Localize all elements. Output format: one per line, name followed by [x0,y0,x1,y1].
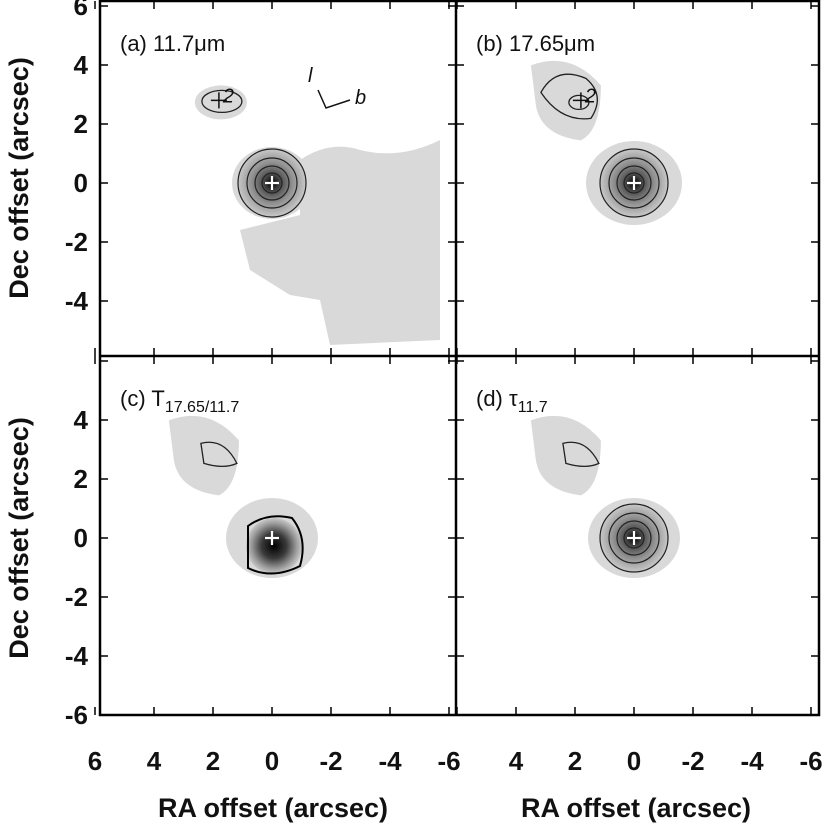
panel-label-b: (b) 17.65μm [476,31,595,56]
panel-b: 2 (b) 17.65μm [476,31,682,225]
source-2-contours [562,441,600,468]
panel-d: (d) τ11.7 [476,386,680,578]
galactic-orientation: lb [308,65,366,109]
panels: 2 (a) 11.7μm 2 (b) 17.65μm (c) T17.65/11.7 (d… [120,31,682,578]
x-axis-label-left: RA offset (arcsec) [158,793,388,823]
panel-label-d: (d) τ11.7 [476,386,548,416]
y-tick-label: 6 [74,0,88,21]
source-2-contours [200,441,238,468]
diffuse-emission [194,85,440,345]
source-1-marker [265,176,279,190]
source-2-marker [210,92,227,109]
x-tick-label: 2 [568,746,582,776]
x-tick-label: 0 [627,746,641,776]
y-tick-label: 2 [74,464,88,494]
x-tick-label: 6 [88,746,102,776]
source-2-contours [201,89,243,114]
y-tick-label: 2 [74,109,88,139]
y-tick-label: 0 [74,168,88,198]
y-axis-label-top: Dec offset (arcsec) [4,57,34,299]
x-tick-label: -2 [319,746,342,776]
x-tick-label: 0 [265,746,279,776]
x-tick-label: 4 [509,746,524,776]
source-2-contours [540,73,598,120]
x-axis-label-right: RA offset (arcsec) [521,793,751,823]
x-tick-label: -2 [681,746,704,776]
y-tick-label: -6 [65,700,88,730]
x-tick-label: -4 [740,746,764,776]
panel-c: (c) T17.65/11.7 [120,386,318,578]
source-1 [246,515,304,575]
x-tick-label: 2 [206,746,220,776]
source-2-marker [572,92,589,109]
y-tick-label: 4 [74,405,89,435]
y-tick-label: -4 [65,286,89,316]
x-tick-label: 4 [147,746,162,776]
source-2-label: 2 [222,85,234,107]
y-tick-label: -4 [65,641,89,671]
x-tick-label: -4 [378,746,402,776]
source-1-marker [627,531,641,545]
source-2-label: 2 [584,85,596,107]
panel-a: 2 (a) 11.7μm [120,31,440,345]
y-tick-label: 0 [74,523,88,553]
svg-text:l: l [308,65,313,87]
source-1-marker [627,176,641,190]
y-tick-label: 4 [74,50,89,80]
panel-label-a: (a) 11.7μm [120,31,225,56]
y-tick-label: -2 [65,227,88,257]
svg-text:b: b [355,87,366,109]
y-tick-label: -2 [65,582,88,612]
panel-label-c: (c) T17.65/11.7 [120,386,239,416]
x-tick-label: -6 [437,746,460,776]
x-tick-label: -6 [799,746,822,776]
y-axis-label-bottom: Dec offset (arcsec) [4,417,34,659]
source-1-marker [265,531,279,545]
